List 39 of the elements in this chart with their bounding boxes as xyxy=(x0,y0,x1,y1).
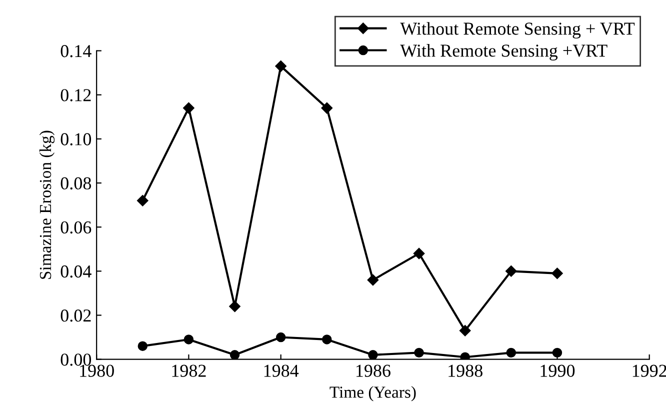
point xyxy=(552,348,562,358)
y-tick-label: 0.06 xyxy=(60,221,92,234)
y-tick-label: 0.14 xyxy=(60,45,92,58)
point xyxy=(229,300,240,312)
point xyxy=(184,334,194,344)
point xyxy=(137,195,148,206)
point xyxy=(414,348,424,358)
y-tick-label: 0.00 xyxy=(60,354,92,366)
x-tick-label: 1982 xyxy=(172,364,206,377)
x-axis-title: Time (Years) xyxy=(330,386,416,402)
x-tick-label: 1990 xyxy=(540,364,575,377)
y-tick-label: 0.04 xyxy=(60,265,92,278)
point xyxy=(368,350,378,360)
point xyxy=(460,352,470,360)
y-axis-title: Simazine Erosion (kg) xyxy=(39,130,55,279)
x-tick-label: 1984 xyxy=(264,364,299,377)
legend-label: Without Remote Sensing + VRT xyxy=(400,22,635,39)
point xyxy=(276,332,286,342)
point xyxy=(552,268,563,279)
point xyxy=(506,266,517,277)
y-tick-label: 0.08 xyxy=(60,177,92,190)
y-tick-label: 0.02 xyxy=(60,309,91,322)
point xyxy=(321,102,332,114)
point xyxy=(183,102,194,114)
x-tick-label: 1988 xyxy=(448,364,482,377)
x-tick-label: 1992 xyxy=(632,364,666,377)
point xyxy=(230,350,240,360)
point xyxy=(367,274,379,286)
x-tick-label: 1980 xyxy=(80,364,114,377)
point xyxy=(506,348,516,358)
point xyxy=(413,248,425,260)
point xyxy=(275,60,286,72)
x-tick-label: 1986 xyxy=(356,364,390,377)
point xyxy=(459,325,471,336)
point xyxy=(322,334,332,344)
legend-label: With Remote Sensing +VRT xyxy=(400,44,608,60)
y-tick-label: 0.10 xyxy=(60,133,92,146)
point xyxy=(138,341,148,351)
y-tick-label: 0.12 xyxy=(60,89,91,102)
